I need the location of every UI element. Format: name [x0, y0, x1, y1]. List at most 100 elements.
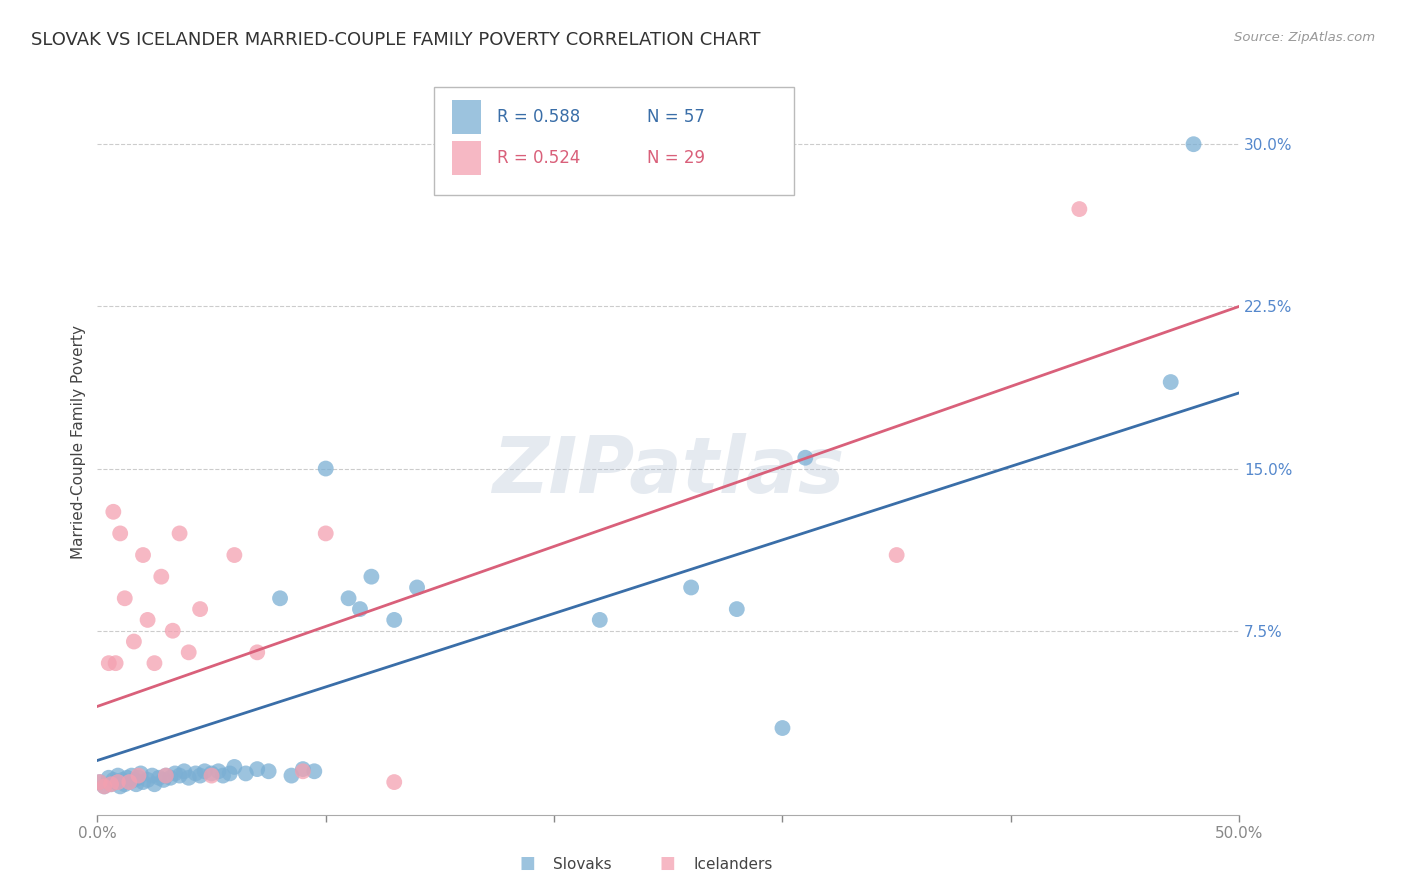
- Text: SLOVAK VS ICELANDER MARRIED-COUPLE FAMILY POVERTY CORRELATION CHART: SLOVAK VS ICELANDER MARRIED-COUPLE FAMIL…: [31, 31, 761, 49]
- Text: R = 0.524: R = 0.524: [496, 149, 581, 167]
- Point: [224, 760, 246, 774]
- FancyBboxPatch shape: [453, 141, 481, 175]
- Point: [246, 645, 269, 659]
- FancyBboxPatch shape: [453, 100, 481, 134]
- Point: [177, 645, 200, 659]
- Point: [125, 777, 148, 791]
- Point: [148, 771, 170, 785]
- Point: [103, 772, 125, 787]
- Point: [200, 768, 222, 782]
- Point: [89, 775, 111, 789]
- Point: [269, 591, 291, 606]
- Text: ■: ■: [659, 855, 676, 872]
- Point: [108, 526, 131, 541]
- Point: [107, 775, 129, 789]
- Point: [337, 591, 360, 606]
- Point: [212, 768, 235, 782]
- Point: [794, 450, 817, 465]
- Point: [118, 775, 141, 789]
- Point: [315, 526, 337, 541]
- Point: [188, 768, 211, 782]
- Point: [155, 768, 177, 782]
- Point: [132, 775, 155, 789]
- Point: [114, 591, 136, 606]
- Point: [188, 602, 211, 616]
- Point: [291, 764, 314, 779]
- Point: [143, 777, 166, 791]
- Point: [127, 771, 149, 785]
- Point: [406, 581, 429, 595]
- Point: [886, 548, 908, 562]
- Point: [360, 569, 382, 583]
- Point: [111, 772, 134, 787]
- Point: [93, 780, 115, 794]
- Point: [127, 768, 149, 782]
- Point: [382, 775, 405, 789]
- Point: [104, 656, 127, 670]
- Point: [122, 634, 145, 648]
- Point: [118, 775, 141, 789]
- Text: ■: ■: [519, 855, 536, 872]
- Point: [141, 768, 163, 782]
- Point: [89, 775, 111, 789]
- Point: [114, 777, 136, 791]
- Point: [122, 772, 145, 787]
- Point: [177, 771, 200, 785]
- Point: [725, 602, 748, 616]
- Point: [304, 764, 326, 779]
- Point: [169, 768, 191, 782]
- Point: [246, 762, 269, 776]
- Point: [589, 613, 612, 627]
- Point: [100, 777, 122, 791]
- Point: [1182, 137, 1205, 152]
- Point: [291, 762, 314, 776]
- Point: [163, 766, 186, 780]
- Text: N = 29: N = 29: [647, 149, 704, 167]
- Point: [257, 764, 280, 779]
- Point: [200, 766, 222, 780]
- Text: R = 0.588: R = 0.588: [496, 108, 581, 126]
- Point: [184, 766, 207, 780]
- Point: [103, 505, 125, 519]
- Point: [136, 772, 159, 787]
- Point: [280, 768, 302, 782]
- Point: [159, 771, 181, 785]
- Point: [224, 548, 246, 562]
- Point: [132, 548, 155, 562]
- Y-axis label: Married-Couple Family Poverty: Married-Couple Family Poverty: [72, 325, 86, 558]
- Point: [100, 777, 122, 791]
- Point: [136, 613, 159, 627]
- Point: [115, 771, 138, 785]
- Point: [681, 581, 703, 595]
- Point: [121, 768, 143, 782]
- Point: [169, 526, 191, 541]
- Point: [349, 602, 371, 616]
- Point: [194, 764, 217, 779]
- Point: [129, 766, 152, 780]
- Point: [173, 764, 195, 779]
- Point: [155, 768, 177, 782]
- Text: Slovaks: Slovaks: [553, 857, 612, 872]
- Point: [1160, 375, 1182, 389]
- Point: [150, 569, 173, 583]
- Point: [772, 721, 794, 735]
- Point: [218, 766, 240, 780]
- Text: ZIPatlas: ZIPatlas: [492, 434, 845, 509]
- Point: [207, 764, 229, 779]
- Text: Source: ZipAtlas.com: Source: ZipAtlas.com: [1234, 31, 1375, 45]
- Point: [315, 461, 337, 475]
- Point: [104, 775, 127, 789]
- Point: [1069, 202, 1091, 216]
- Point: [108, 780, 131, 794]
- Point: [97, 656, 120, 670]
- FancyBboxPatch shape: [434, 87, 794, 195]
- Text: Icelanders: Icelanders: [693, 857, 772, 872]
- Point: [93, 780, 115, 794]
- Point: [382, 613, 405, 627]
- Point: [152, 772, 174, 787]
- Text: N = 57: N = 57: [647, 108, 704, 126]
- Point: [107, 768, 129, 782]
- Point: [143, 656, 166, 670]
- Point: [97, 771, 120, 785]
- Point: [235, 766, 257, 780]
